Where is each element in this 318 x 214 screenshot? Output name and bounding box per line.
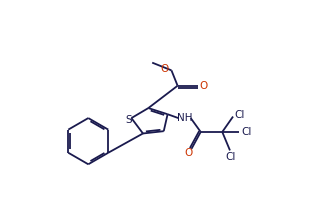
Text: Cl: Cl (241, 127, 251, 137)
Text: Cl: Cl (235, 110, 245, 120)
Text: Cl: Cl (225, 152, 236, 162)
Text: O: O (200, 81, 208, 91)
Text: S: S (125, 115, 132, 125)
Text: NH: NH (177, 113, 192, 123)
Text: O: O (184, 149, 192, 159)
Text: O: O (160, 64, 168, 74)
